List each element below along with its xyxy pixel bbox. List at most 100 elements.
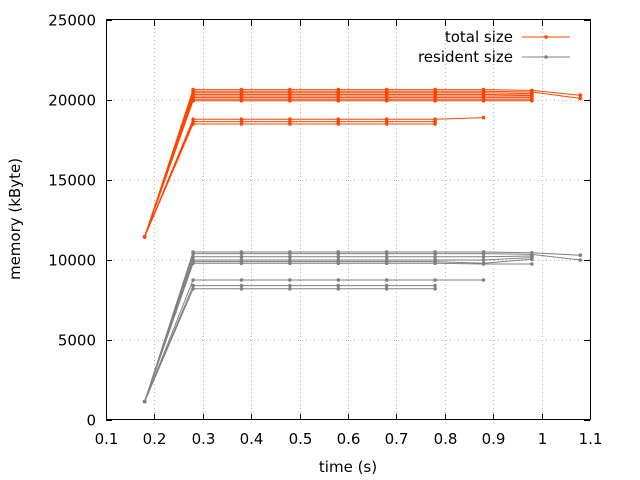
data-point xyxy=(384,287,389,291)
data-point xyxy=(239,251,244,256)
series-layer xyxy=(142,87,583,404)
y-tick-label: 10000 xyxy=(48,252,96,270)
data-point xyxy=(481,278,486,282)
data-point xyxy=(384,278,389,282)
data-point xyxy=(481,115,486,120)
series-line xyxy=(144,253,581,402)
data-point xyxy=(433,254,437,259)
data-point xyxy=(481,258,486,262)
series-line xyxy=(144,285,436,402)
plot-frame xyxy=(106,19,591,420)
data-point xyxy=(288,287,292,291)
series-resident-size xyxy=(142,250,583,404)
data-point xyxy=(384,122,389,126)
data-point xyxy=(384,283,389,288)
data-point xyxy=(191,122,195,126)
y-axis-label: memory (kByte) xyxy=(6,158,24,280)
data-point xyxy=(433,283,437,288)
data-point xyxy=(142,235,147,239)
y-tick-label: 5000 xyxy=(58,332,96,350)
data-point xyxy=(481,254,486,259)
series-line xyxy=(144,90,581,237)
data-point xyxy=(481,262,486,266)
data-point xyxy=(191,278,195,282)
x-axis-label: time (s) xyxy=(319,458,377,476)
data-point xyxy=(336,283,341,288)
data-point xyxy=(191,254,195,259)
x-tick-label: 0.3 xyxy=(192,430,216,448)
legend-marker xyxy=(544,35,548,39)
data-point xyxy=(530,99,534,103)
series-line xyxy=(144,95,532,237)
y-tick-label: 25000 xyxy=(48,12,96,30)
data-point xyxy=(433,122,437,126)
data-point xyxy=(384,99,389,103)
grid-lines xyxy=(106,20,590,420)
data-point xyxy=(433,278,437,282)
data-point xyxy=(578,258,583,262)
data-point xyxy=(384,261,389,266)
data-point xyxy=(530,262,534,266)
data-point xyxy=(481,99,486,103)
legend-label: resident size xyxy=(418,48,513,66)
x-tick-label: 0.4 xyxy=(240,430,264,448)
y-tick-label: 20000 xyxy=(48,92,96,110)
data-point xyxy=(433,251,437,256)
axis-ticks xyxy=(106,20,591,421)
x-tick-label: 0.9 xyxy=(482,430,506,448)
data-point xyxy=(433,261,437,266)
data-point xyxy=(288,251,292,256)
data-point xyxy=(191,99,195,103)
series-line xyxy=(144,288,436,402)
data-point xyxy=(288,283,292,288)
data-point xyxy=(336,251,341,256)
data-point xyxy=(578,93,583,97)
series-line xyxy=(144,92,532,237)
data-point xyxy=(142,399,147,404)
data-point xyxy=(239,278,244,282)
data-point xyxy=(433,99,437,103)
data-point xyxy=(384,251,389,256)
data-point xyxy=(239,254,244,259)
legend-label: total size xyxy=(445,28,513,46)
y-tick-label: 15000 xyxy=(48,172,96,190)
data-point xyxy=(433,287,437,291)
series-total-size xyxy=(142,87,583,239)
x-tick-label: 0.2 xyxy=(143,430,167,448)
data-point xyxy=(288,122,292,126)
y-tick-label: 0 xyxy=(86,412,96,430)
data-point xyxy=(336,278,341,282)
data-point xyxy=(336,261,341,266)
data-point xyxy=(481,251,486,256)
data-point xyxy=(191,283,195,288)
data-point xyxy=(239,287,244,291)
series-line xyxy=(144,89,581,237)
data-point xyxy=(191,261,195,266)
data-point xyxy=(239,99,244,103)
x-tick-label: 0.6 xyxy=(337,430,361,448)
data-point xyxy=(288,254,292,259)
data-point xyxy=(191,287,195,291)
data-point xyxy=(336,254,341,259)
series-line xyxy=(144,279,484,402)
x-tick-label: 0.7 xyxy=(385,430,409,448)
data-point xyxy=(336,99,341,103)
y-tick-labels: 0 5000 10000 15000 20000 25000 xyxy=(48,12,96,430)
x-tick-label: 0.1 xyxy=(95,430,119,448)
x-tick-label: 1 xyxy=(538,430,548,448)
x-tick-labels: 0.1 0.2 0.3 0.4 0.5 0.6 0.7 0.8 0.9 1 1.1 xyxy=(95,430,603,448)
x-tick-label: 0.5 xyxy=(289,430,313,448)
series-line xyxy=(144,117,484,237)
data-point xyxy=(288,278,292,282)
legend: total size resident size xyxy=(418,28,570,66)
x-tick-label: 0.8 xyxy=(434,430,458,448)
data-point xyxy=(239,122,244,126)
data-point xyxy=(288,99,292,103)
data-point xyxy=(384,254,389,259)
data-point xyxy=(239,261,244,266)
data-point xyxy=(239,283,244,288)
data-point xyxy=(336,287,341,291)
x-tick-label: 1.1 xyxy=(579,430,603,448)
series-line xyxy=(144,255,532,402)
